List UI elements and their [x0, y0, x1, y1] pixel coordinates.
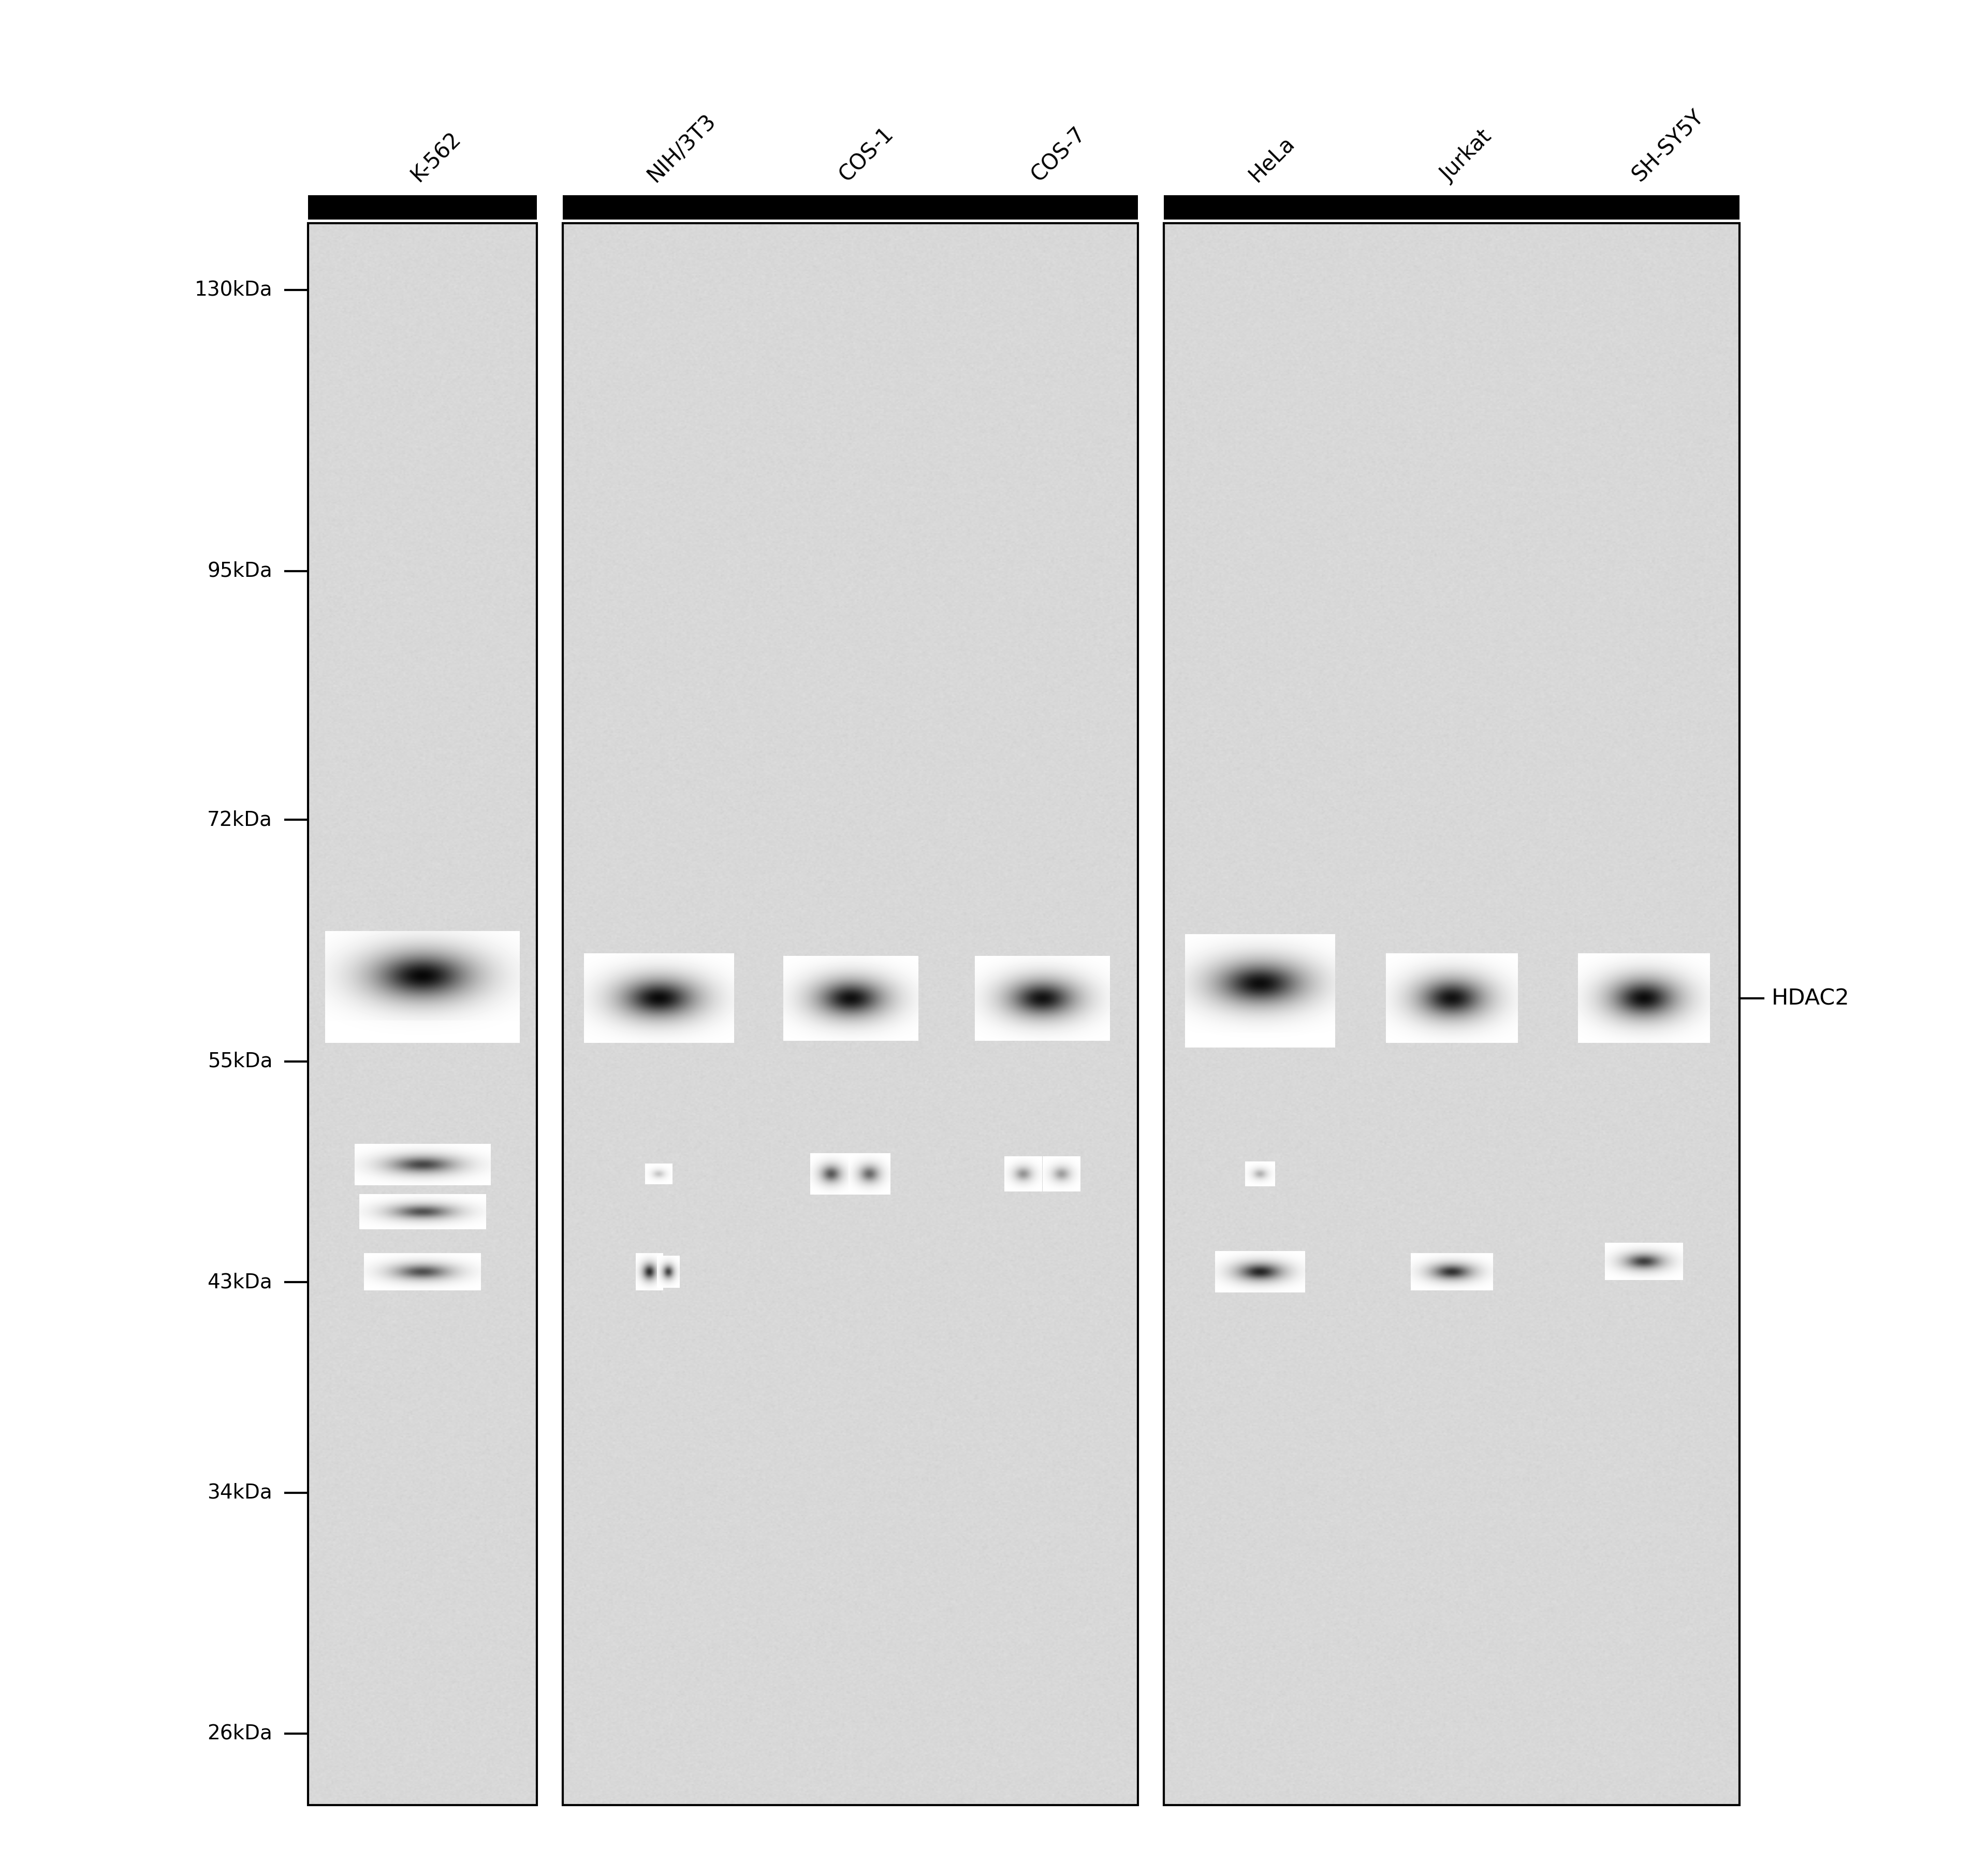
Bar [563, 195, 1139, 220]
Bar [1165, 223, 1740, 1805]
Text: 43kDa: 43kDa [207, 1273, 272, 1292]
Text: SH-SY5Y: SH-SY5Y [1628, 106, 1708, 186]
Bar [308, 223, 537, 1805]
Text: K-562: K-562 [408, 128, 465, 186]
Text: 95kDa: 95kDa [207, 562, 272, 581]
Bar [308, 195, 537, 220]
Text: 34kDa: 34kDa [207, 1483, 272, 1502]
Bar [1165, 195, 1740, 220]
Text: 72kDa: 72kDa [207, 810, 272, 830]
Text: NIH/3T3: NIH/3T3 [644, 110, 720, 186]
Text: COS-1: COS-1 [835, 123, 899, 186]
Bar [563, 223, 1139, 1805]
Text: HeLa: HeLa [1244, 132, 1298, 186]
Text: Jurkat: Jurkat [1437, 127, 1497, 186]
Text: COS-7: COS-7 [1028, 123, 1089, 186]
Text: 130kDa: 130kDa [195, 279, 272, 300]
Text: HDAC2: HDAC2 [1771, 988, 1849, 1009]
Text: 55kDa: 55kDa [207, 1051, 272, 1072]
Text: 26kDa: 26kDa [207, 1723, 272, 1744]
